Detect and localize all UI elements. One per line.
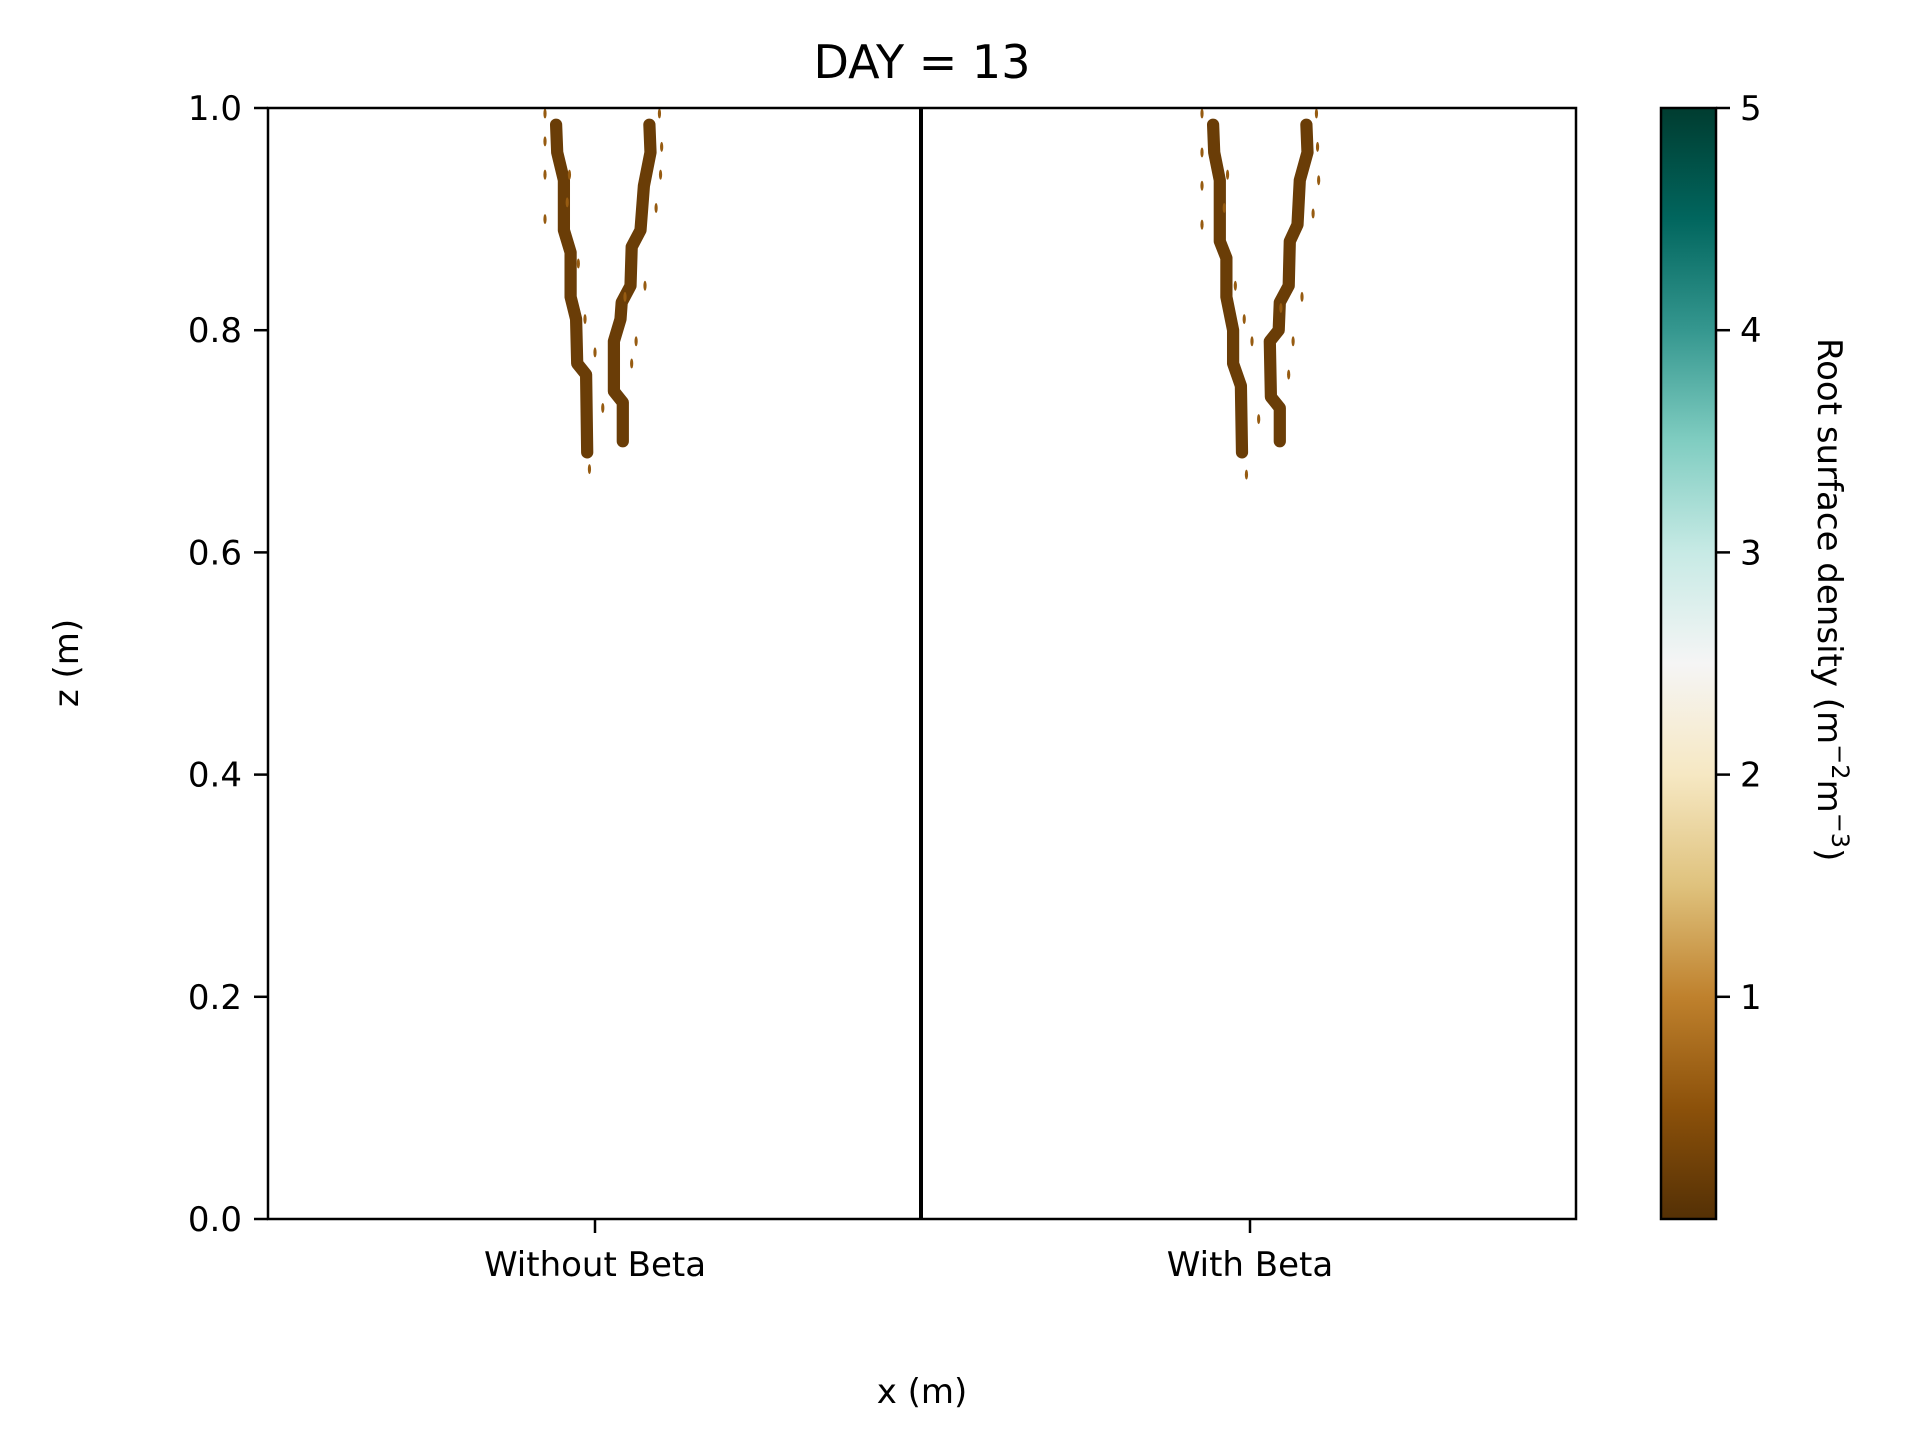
root-speckle bbox=[1287, 369, 1291, 380]
root-speckle bbox=[543, 108, 547, 119]
root-speckle bbox=[1233, 280, 1237, 291]
y-tick-label: 0.0 bbox=[188, 1200, 242, 1240]
root-speckle bbox=[1244, 469, 1249, 480]
chart-title: DAY = 13 bbox=[814, 35, 1031, 89]
root-speckle bbox=[587, 464, 592, 475]
root-speckle bbox=[1257, 414, 1261, 425]
root-speckle bbox=[593, 347, 597, 358]
root-speckle bbox=[565, 197, 569, 208]
root-speckle bbox=[623, 291, 627, 302]
y-tick-label: 1.0 bbox=[188, 89, 242, 129]
colorbar bbox=[1659, 106, 1718, 1221]
colorbar-tick-label: 4 bbox=[1740, 311, 1762, 351]
colorbar-tick-label: 3 bbox=[1740, 533, 1762, 573]
y-tick-label: 0.2 bbox=[188, 978, 242, 1018]
root-speckle bbox=[1200, 147, 1204, 158]
root-speckle bbox=[1250, 336, 1254, 347]
y-tick-label: 0.4 bbox=[188, 756, 242, 796]
root-speckle bbox=[576, 258, 580, 269]
root-speckle bbox=[543, 136, 547, 147]
root-speckle bbox=[583, 314, 587, 325]
root-speckle bbox=[630, 358, 634, 369]
root-speckle bbox=[660, 141, 664, 152]
root-speckle bbox=[643, 280, 647, 291]
colorbar-label: Root surface density (m−2m−3) bbox=[1809, 338, 1854, 861]
root-speckle bbox=[1311, 208, 1315, 219]
root-speckle bbox=[1314, 108, 1319, 119]
root-trace-2 bbox=[1263, 118, 1314, 448]
root-speckle bbox=[601, 402, 605, 413]
colorbar-ticks: 1 2 3 4 5 bbox=[1716, 89, 1762, 1018]
x-axis-label: x (m) bbox=[877, 1372, 968, 1412]
y-tick-label: 0.6 bbox=[188, 533, 242, 573]
panel-without-beta bbox=[543, 108, 664, 475]
root-speckle bbox=[1291, 336, 1295, 347]
root-speckle bbox=[658, 169, 663, 180]
y-tick-label: 0.8 bbox=[188, 311, 242, 351]
root-trace-1 bbox=[549, 118, 594, 459]
root-trace-1 bbox=[1206, 118, 1249, 459]
root-speckle bbox=[1242, 314, 1246, 325]
x-tick-label-with-beta: With Beta bbox=[1167, 1245, 1333, 1285]
root-speckle bbox=[1317, 175, 1321, 186]
root-speckle bbox=[1200, 219, 1204, 230]
colorbar-tick-label: 1 bbox=[1740, 978, 1762, 1018]
root-speckle bbox=[543, 169, 547, 180]
colorbar-tick-label: 2 bbox=[1740, 756, 1762, 796]
root-speckle bbox=[1315, 141, 1320, 152]
root-speckle bbox=[654, 202, 658, 213]
root-speckle bbox=[657, 108, 662, 119]
root-speckle bbox=[543, 214, 547, 225]
x-tick-label-without-beta: Without Beta bbox=[484, 1245, 706, 1285]
colorbar-tick-label: 5 bbox=[1740, 89, 1762, 129]
panel-with-beta bbox=[1200, 108, 1321, 480]
root-speckle bbox=[567, 169, 572, 180]
root-speckle bbox=[634, 336, 638, 347]
root-speckle bbox=[1200, 108, 1204, 119]
root-speckle bbox=[1300, 291, 1304, 302]
root-speckle bbox=[1279, 302, 1283, 313]
root-speckle bbox=[1200, 180, 1204, 191]
x-axis: Without Beta With Beta bbox=[484, 1219, 1333, 1285]
root-speckle bbox=[1225, 169, 1230, 180]
root-speckle bbox=[1222, 202, 1226, 213]
y-axis: 0.0 0.2 0.4 0.6 0.8 1.0 bbox=[188, 89, 268, 1240]
y-axis-label: z (m) bbox=[47, 619, 87, 707]
